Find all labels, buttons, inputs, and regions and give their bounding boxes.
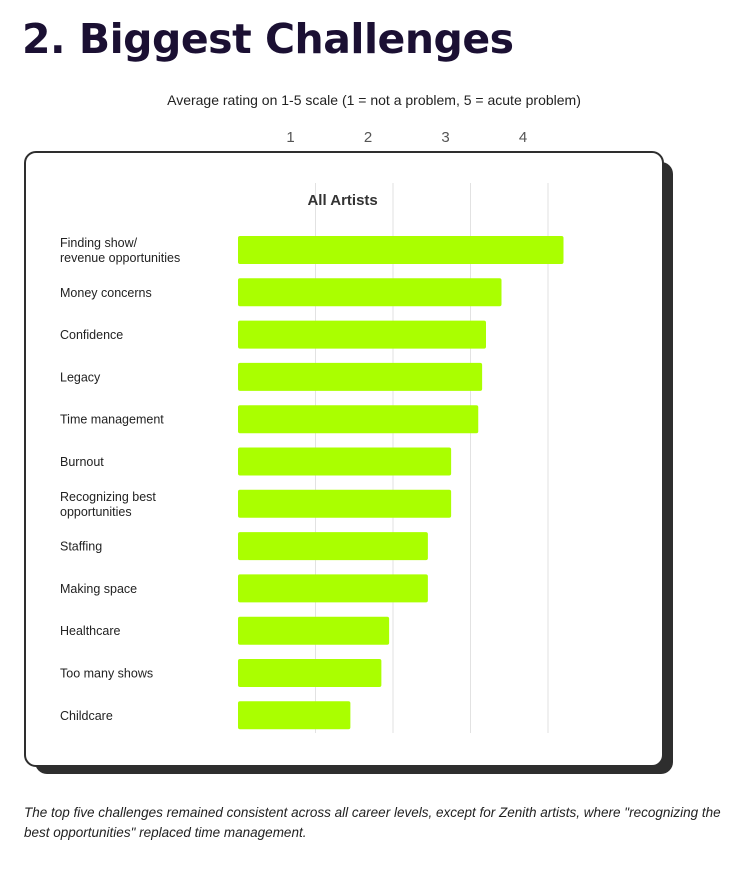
category-label-line: Time management	[60, 413, 164, 427]
category-label-line: Recognizing best	[60, 490, 156, 504]
bar-10	[238, 659, 382, 687]
bar-3	[238, 362, 483, 391]
category-label-6: Recognizing best opportunities	[60, 490, 156, 519]
bar-1	[238, 278, 502, 307]
category-label-line: Burnout	[60, 455, 104, 469]
category-label-9: Healthcare	[60, 624, 120, 638]
category-label-8: Making space	[60, 582, 137, 596]
bar-2	[238, 320, 486, 349]
x-tick-label-3: 3	[441, 129, 450, 146]
category-label-7: Staffing	[60, 540, 102, 554]
category-label-line: Legacy	[60, 370, 101, 384]
category-label-line: Childcare	[60, 709, 113, 723]
category-label-line: Too many shows	[60, 667, 153, 681]
chart-card: All Artists Finding show/revenue opportun…	[24, 151, 664, 767]
chart-subtitle: Average rating on 1-5 scale (1 = not a p…	[167, 92, 581, 108]
x-tick-label-4: 4	[518, 129, 528, 146]
x-tick-label-2: 2	[363, 129, 373, 146]
x-tick-label-1: 1	[286, 129, 295, 146]
category-label-line: Money concerns	[60, 286, 152, 300]
category-label-2: Confidence	[60, 328, 123, 342]
category-label-4: Time management	[60, 413, 164, 427]
bar-5	[238, 447, 452, 476]
category-label-line: Making space	[60, 582, 137, 596]
bar-6	[238, 489, 452, 518]
category-label-line: Healthcare	[60, 624, 120, 638]
category-label-3: Legacy	[60, 370, 101, 384]
bar-7	[238, 532, 428, 561]
bar-0	[238, 236, 564, 264]
category-label-1: Money concerns	[60, 286, 152, 300]
category-label-11: Childcare	[60, 709, 113, 723]
category-label-line: Finding show/	[60, 236, 138, 250]
bar-4	[238, 405, 479, 434]
bar-11	[238, 701, 351, 730]
category-label-line: revenue opportunities	[60, 251, 180, 265]
category-label-0: Finding show/revenue opportunities	[60, 236, 180, 265]
bar-9	[238, 616, 390, 645]
category-label-line: Staffing	[60, 540, 102, 554]
bar-8	[238, 574, 428, 603]
category-label-10: Too many shows	[60, 667, 153, 681]
category-label-line: Confidence	[60, 328, 123, 342]
section-heading: 2. Biggest Challenges	[22, 15, 514, 63]
chart-caption: The top five challenges remained consist…	[24, 805, 721, 840]
chart-title: All Artists	[307, 192, 377, 209]
category-label-5: Burnout	[60, 455, 104, 469]
bar-chart: All Artists Finding show/revenue opportun…	[60, 183, 564, 733]
category-label-line: opportunities	[60, 505, 132, 519]
